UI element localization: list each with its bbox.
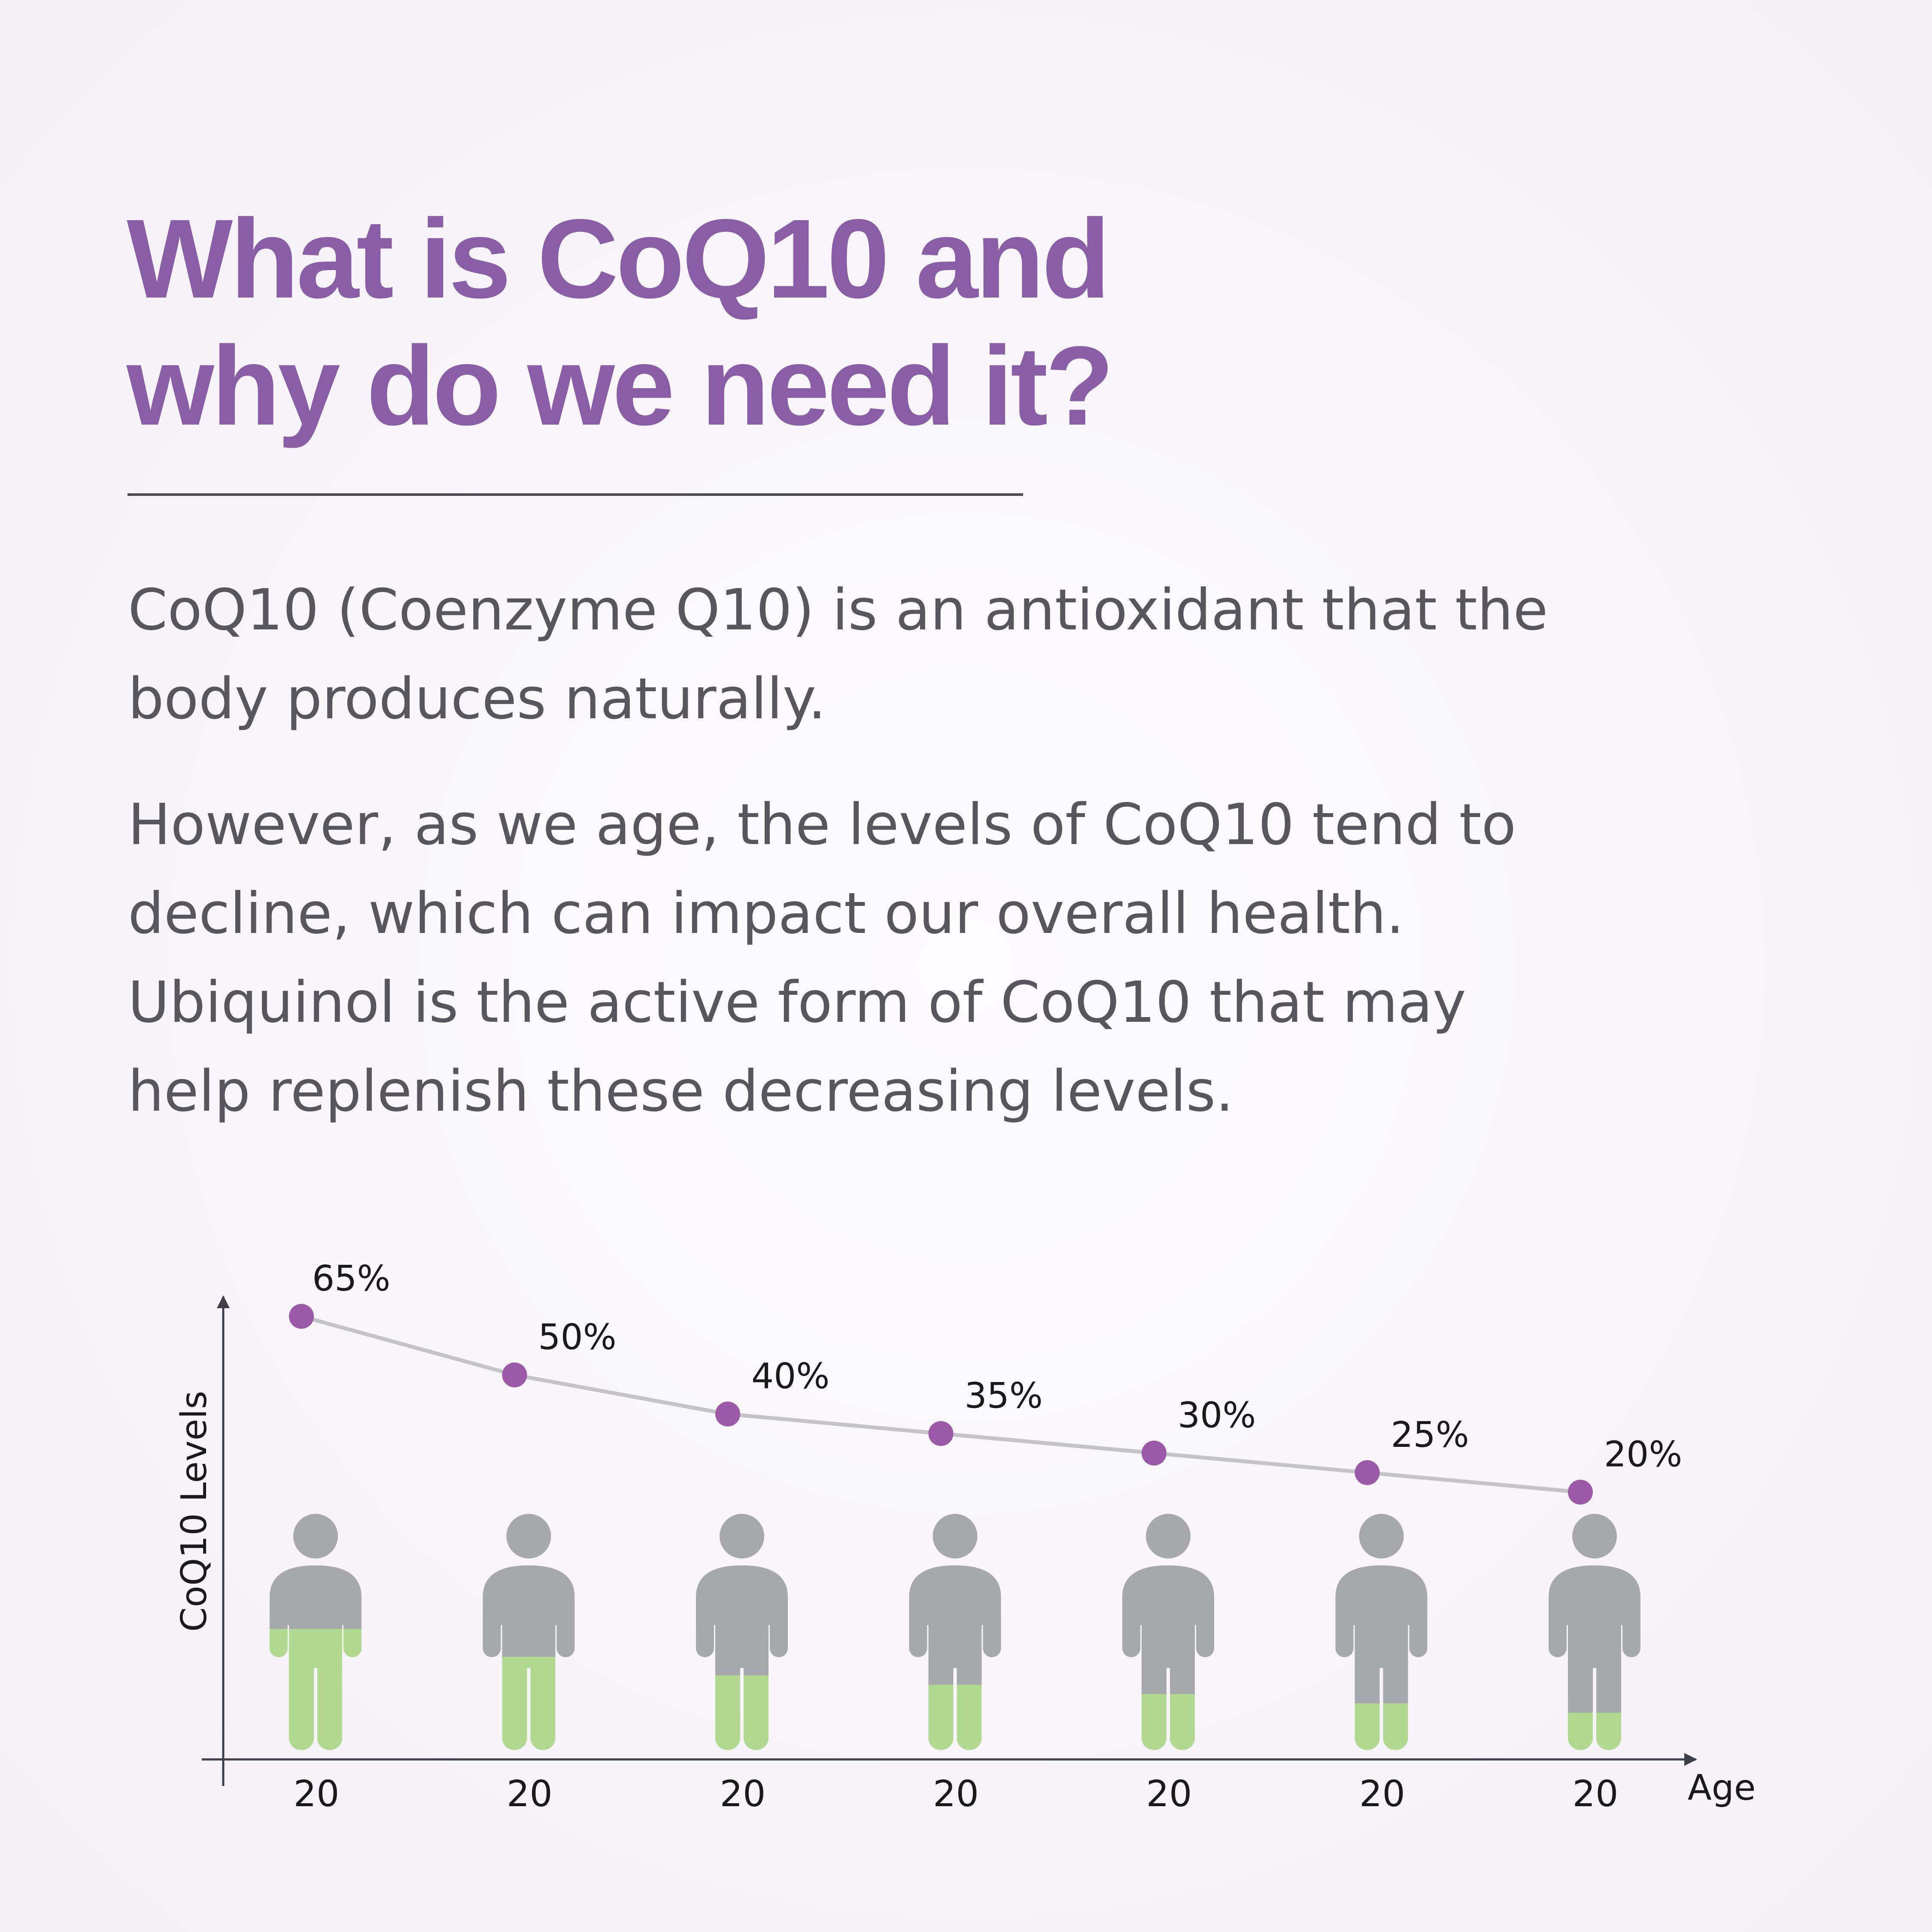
person-icon (483, 1514, 575, 1750)
title-line: What is CoQ10 and (127, 196, 1110, 322)
coq10-level-chart: CoQ10 Levels Age 65% 50% 40% 35% 30% 25% 20% 2… (174, 1258, 1756, 1815)
x-tick-label: 20 (294, 1773, 340, 1815)
x-tick-label: 20 (1573, 1773, 1619, 1815)
x-tick-label: 20 (507, 1773, 553, 1815)
data-label: 30% (1178, 1395, 1256, 1436)
page-title: What is CoQ10 and why do we need it? (127, 195, 1157, 450)
paragraph-line: CoQ10 (Coenzyme Q10) is an antioxidant t… (128, 577, 1548, 643)
intro-paragraph: CoQ10 (Coenzyme Q10) is an antioxidant t… (128, 566, 1674, 744)
person-icon (1122, 1514, 1214, 1750)
data-points (289, 1304, 1593, 1505)
x-axis-label: Age (1688, 1768, 1756, 1808)
series-line (301, 1314, 1581, 1494)
pictograph-figures (270, 1514, 1640, 1750)
title-line: why do we need it? (127, 323, 1114, 449)
paragraph-line: Ubiquinol is the active form of CoQ10 th… (128, 969, 1466, 1036)
x-tick-labels: 20 20 20 20 20 20 20 (294, 1773, 1619, 1815)
x-tick-label: 20 (1359, 1773, 1405, 1815)
data-label: 50% (538, 1317, 617, 1358)
data-labels: 65% 50% 40% 35% 30% 25% 20% (312, 1258, 1682, 1475)
data-point (928, 1421, 954, 1446)
person-icon (1549, 1514, 1640, 1750)
data-point (1142, 1440, 1166, 1466)
person-icon (1335, 1514, 1428, 1750)
data-point (502, 1362, 527, 1388)
paragraph-line: help replenish these decreasing levels. (128, 1058, 1234, 1124)
data-point (1568, 1479, 1593, 1505)
x-tick-label: 20 (720, 1773, 766, 1815)
paragraph-line: However, as we age, the levels of CoQ10 … (128, 792, 1516, 858)
paragraph-line: decline, which can impact our overall he… (128, 881, 1404, 947)
data-point (289, 1304, 314, 1329)
data-point (715, 1401, 740, 1427)
x-tick-label: 20 (933, 1773, 979, 1815)
x-tick-label: 20 (1146, 1773, 1192, 1815)
data-label: 25% (1391, 1415, 1469, 1455)
data-point (1355, 1460, 1380, 1485)
data-label: 65% (312, 1258, 390, 1299)
person-icon (909, 1514, 1001, 1750)
data-label: 40% (751, 1356, 829, 1397)
paragraph-line: body produces naturally. (128, 666, 826, 732)
data-label: 35% (965, 1376, 1043, 1416)
detail-paragraph: However, as we age, the levels of CoQ10 … (128, 781, 1674, 1136)
divider (128, 493, 1023, 496)
person-icon (696, 1514, 788, 1750)
y-axis-label: CoQ10 Levels (174, 1391, 215, 1632)
data-label: 20% (1604, 1434, 1682, 1475)
person-icon (270, 1514, 361, 1750)
